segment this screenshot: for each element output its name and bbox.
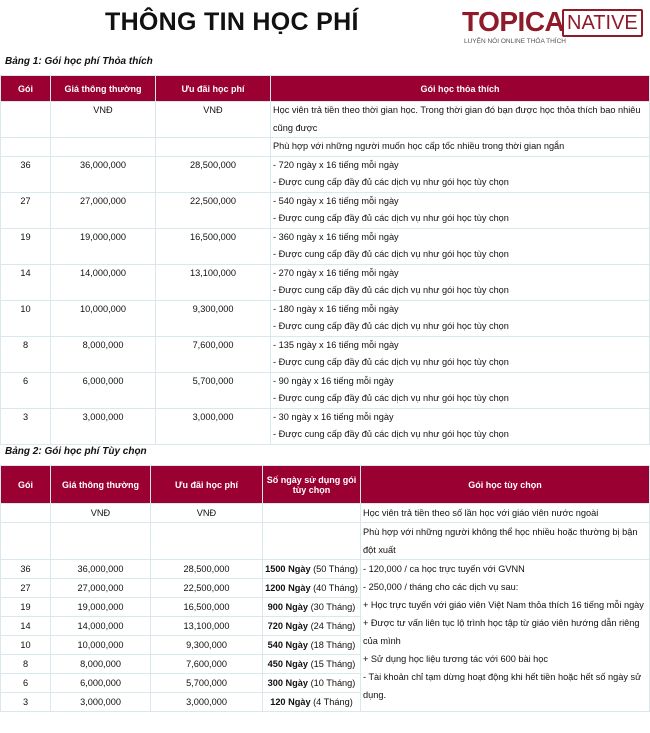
- unit-row: VNĐ VNĐ Học viên trả tiền theo thời gian…: [0, 101, 650, 138]
- table-row: 27 27,000,000 22,500,000 1200 Ngày (40 T…: [0, 578, 650, 598]
- cell-gia: 36,000,000: [50, 155, 156, 193]
- cell-goi: 10: [0, 299, 51, 337]
- cell-uu-dai: 5,700,000: [150, 673, 263, 693]
- cell-gia: 3,000,000: [50, 692, 151, 712]
- cell-goi: 27: [0, 578, 51, 598]
- cell-gia: 14,000,000: [50, 263, 156, 301]
- cell-uu-dai: 7,600,000: [150, 654, 263, 674]
- cell-desc: - 270 ngày x 16 tiếng mỗi ngày - Được cun…: [270, 263, 650, 301]
- table-row: 10 10,000,000 9,300,000 540 Ngày (18 Thá…: [0, 635, 650, 655]
- cell-goi: 19: [0, 227, 51, 265]
- cell-gia: 14,000,000: [50, 616, 151, 636]
- cell-gia: 8,000,000: [50, 654, 151, 674]
- cell-goi: 3: [0, 407, 51, 445]
- cell-goi: 36: [0, 559, 51, 579]
- suitability-row: Phù hợp với những người muốn học cấp tốc…: [0, 137, 650, 157]
- cell-goi: 8: [0, 335, 51, 373]
- cell-goi: 14: [0, 616, 51, 636]
- table-row: 8 8,000,000 7,600,000 450 Ngày (15 Tháng…: [0, 654, 650, 674]
- topica-native-logo: TOPICA NATIVE LUYỆN NÓI ONLINE THỎA THÍC…: [462, 6, 647, 48]
- cell-goi: 3: [0, 692, 51, 712]
- table-row: 8 8,000,000 7,600,000 - 135 ngày x 16 ti…: [0, 335, 650, 373]
- cell-goi: 14: [0, 263, 51, 301]
- cell-uu-dai: 13,100,000: [150, 616, 263, 636]
- cell-gia: 36,000,000: [50, 559, 151, 579]
- table-row: 3 3,000,000 3,000,000 120 Ngày (4 Tháng): [0, 692, 650, 712]
- cell-gia: 6,000,000: [50, 371, 156, 409]
- suitability-row: Phù hợp với những người không thể học nh…: [0, 522, 650, 560]
- cell-uu-dai: 28,500,000: [155, 155, 271, 193]
- cell-uu-dai: 9,300,000: [150, 635, 263, 655]
- unit-row: VNĐ VNĐ Học viên trả tiền theo số lần họ…: [0, 503, 650, 523]
- cell-so-ngay: 1500 Ngày (50 Tháng): [262, 559, 361, 579]
- cell-so-ngay: 300 Ngày (10 Tháng): [262, 673, 361, 693]
- table-tuy-chon: Gói Giá thông thường Ưu đãi học phí Số n…: [0, 465, 650, 712]
- header-goi: Gói: [0, 75, 51, 102]
- cell-desc: - 540 ngày x 16 tiếng mỗi ngày - Được cun…: [270, 191, 650, 229]
- cell-desc: - 30 ngày x 16 tiếng mỗi ngày - Được cung…: [270, 407, 650, 445]
- cell-uu-dai: 16,500,000: [150, 597, 263, 617]
- header-goi: Gói: [0, 465, 51, 504]
- cell-uu-dai: 5,700,000: [155, 371, 271, 409]
- cell-desc: - 360 ngày x 16 tiếng mỗi ngày - Được cun…: [270, 227, 650, 265]
- table-row: 6 6,000,000 5,700,000 - 90 ngày x 16 tiế…: [0, 371, 650, 409]
- table-row: 14 14,000,000 13,100,000 720 Ngày (24 Th…: [0, 616, 650, 636]
- page-title: THÔNG TIN HỌC PHÍ: [105, 8, 359, 36]
- header-gia: Giá thông thường: [50, 465, 151, 504]
- cell-goi: 6: [0, 371, 51, 409]
- cell-uu-dai: 16,500,000: [155, 227, 271, 265]
- cell-so-ngay: 540 Ngày (18 Tháng): [262, 635, 361, 655]
- cell-desc: - 135 ngày x 16 tiếng mỗi ngày - Được cun…: [270, 335, 650, 373]
- cell-goi: 19: [0, 597, 51, 617]
- table-row: 36 36,000,000 28,500,000 1500 Ngày (50 T…: [0, 559, 650, 712]
- header-goi-hoc: Gói học tùy chọn: [360, 465, 650, 504]
- cell-gia: 19,000,000: [50, 227, 156, 265]
- cell-goi: 36: [0, 155, 51, 193]
- cell-uu-dai: 28,500,000: [150, 559, 263, 579]
- table-row: 6 6,000,000 5,700,000 300 Ngày (10 Tháng…: [0, 673, 650, 693]
- cell-goi: 27: [0, 191, 51, 229]
- cell-gia: 27,000,000: [50, 578, 151, 598]
- table-row: 14 14,000,000 13,100,000 - 270 ngày x 16…: [0, 263, 650, 301]
- cell-gia: 27,000,000: [50, 191, 156, 229]
- cell-uu-dai: 22,500,000: [150, 578, 263, 598]
- cell-uu-dai: 9,300,000: [155, 299, 271, 337]
- cell-uu-dai: 3,000,000: [155, 407, 271, 445]
- cell-gia: 10,000,000: [50, 299, 156, 337]
- cell-uu-dai: 7,600,000: [155, 335, 271, 373]
- cell-desc: - 90 ngày x 16 tiếng mỗi ngày - Được cung…: [270, 371, 650, 409]
- table-row: 36 36,000,000 28,500,000 - 720 ngày x 16…: [0, 155, 650, 193]
- cell-goi: 10: [0, 635, 51, 655]
- cell-so-ngay: 900 Ngày (30 Tháng): [262, 597, 361, 617]
- cell-uu-dai: 3,000,000: [150, 692, 263, 712]
- cell-uu-dai: 22,500,000: [155, 191, 271, 229]
- cell-desc: - 720 ngày x 16 tiếng mỗi ngày - Được cun…: [270, 155, 650, 193]
- header-so-ngay: Số ngày sử dụng gói tùy chọn: [262, 465, 361, 504]
- header-uu-dai: Ưu đãi học phí: [150, 465, 263, 504]
- table-row: 19 19,000,000 16,500,000 - 360 ngày x 16…: [0, 227, 650, 265]
- cell-gia: 19,000,000: [50, 597, 151, 617]
- cell-so-ngay: 450 Ngày (15 Tháng): [262, 654, 361, 674]
- table-row: 3 3,000,000 3,000,000 - 30 ngày x 16 tiế…: [0, 407, 650, 445]
- cell-uu-dai: 13,100,000: [155, 263, 271, 301]
- cell-goi: 6: [0, 673, 51, 693]
- table2-caption: Bảng 2: Gói học phí Tùy chọn: [5, 446, 147, 457]
- cell-gia: 10,000,000: [50, 635, 151, 655]
- header-goi-hoc: Gói học thỏa thích: [270, 75, 650, 102]
- table-row: 10 10,000,000 9,300,000 - 180 ngày x 16 …: [0, 299, 650, 337]
- cell-gia: 3,000,000: [50, 407, 156, 445]
- cell-gia: 8,000,000: [50, 335, 156, 373]
- header-gia: Giá thông thường: [50, 75, 156, 102]
- table1-caption: Bảng 1: Gói học phí Thỏa thích: [5, 56, 153, 67]
- cell-so-ngay: 1200 Ngày (40 Tháng): [262, 578, 361, 598]
- cell-goi: 8: [0, 654, 51, 674]
- cell-desc: - 180 ngày x 16 tiếng mỗi ngày - Được cun…: [270, 299, 650, 337]
- table-thoa-thich: Gói Giá thông thường Ưu đãi học phí Gói …: [0, 75, 650, 445]
- header-uu-dai: Ưu đãi học phí: [155, 75, 271, 102]
- cell-so-ngay: 120 Ngày (4 Tháng): [262, 692, 361, 712]
- table-row: 27 27,000,000 22,500,000 - 540 ngày x 16…: [0, 191, 650, 229]
- cell-so-ngay: 720 Ngày (24 Tháng): [262, 616, 361, 636]
- cell-details: - 120,000 / ca học trực tuyến với GVNN - …: [360, 559, 650, 712]
- cell-gia: 6,000,000: [50, 673, 151, 693]
